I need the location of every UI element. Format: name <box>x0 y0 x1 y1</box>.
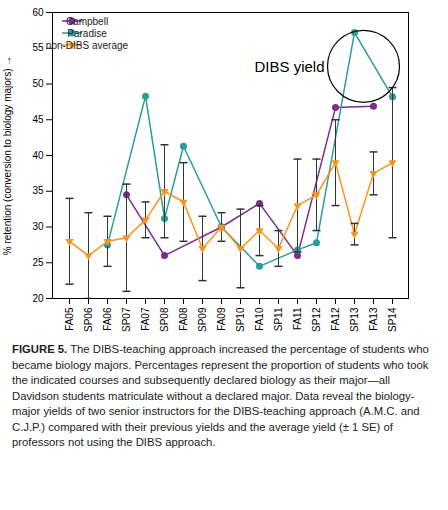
svg-text:FA12: FA12 <box>330 307 341 331</box>
svg-text:FA07: FA07 <box>140 307 151 331</box>
svg-text:FA09: FA09 <box>216 307 227 331</box>
svg-text:SP06: SP06 <box>83 307 94 332</box>
svg-text:30: 30 <box>32 221 44 232</box>
svg-text:FA05: FA05 <box>64 307 75 331</box>
svg-text:SP12: SP12 <box>311 307 322 332</box>
svg-text:45: 45 <box>32 114 44 125</box>
svg-text:non-DIBS average: non-DIBS average <box>46 40 129 51</box>
svg-text:SP09: SP09 <box>197 307 208 332</box>
html-text:FIGURE 5. The DIBS-teaching ap: FIGURE 5. The DIBS-teaching approach inc… <box>12 343 429 449</box>
svg-text:FA13: FA13 <box>368 307 379 331</box>
svg-text:SP10: SP10 <box>235 307 246 332</box>
svg-text:20: 20 <box>32 293 44 304</box>
svg-text:FA10: FA10 <box>254 307 265 331</box>
svg-text:DIBS yield: DIBS yield <box>254 58 324 75</box>
svg-text:SP07: SP07 <box>121 307 132 332</box>
svg-text:SP13: SP13 <box>349 307 360 332</box>
svg-text:55: 55 <box>32 42 44 53</box>
svg-text:SP14: SP14 <box>387 307 398 332</box>
svg-text:Paradise: Paradise <box>67 28 107 39</box>
svg-text:35: 35 <box>32 185 44 196</box>
svg-text:25: 25 <box>32 257 44 268</box>
svg-text:SP08: SP08 <box>159 307 170 332</box>
svg-text:50: 50 <box>32 78 44 89</box>
svg-text:FA06: FA06 <box>102 307 113 331</box>
svg-text:SP11: SP11 <box>273 307 284 331</box>
svg-text:60: 60 <box>32 7 44 18</box>
svg-text:FA11: FA11 <box>292 307 303 330</box>
svg-text:40: 40 <box>32 150 44 161</box>
svg-text:Campbell: Campbell <box>66 16 108 27</box>
svg-text:FA08: FA08 <box>178 307 189 331</box>
svg-text:% retention (conversion to bio: % retention (conversion to biology major… <box>2 56 13 256</box>
